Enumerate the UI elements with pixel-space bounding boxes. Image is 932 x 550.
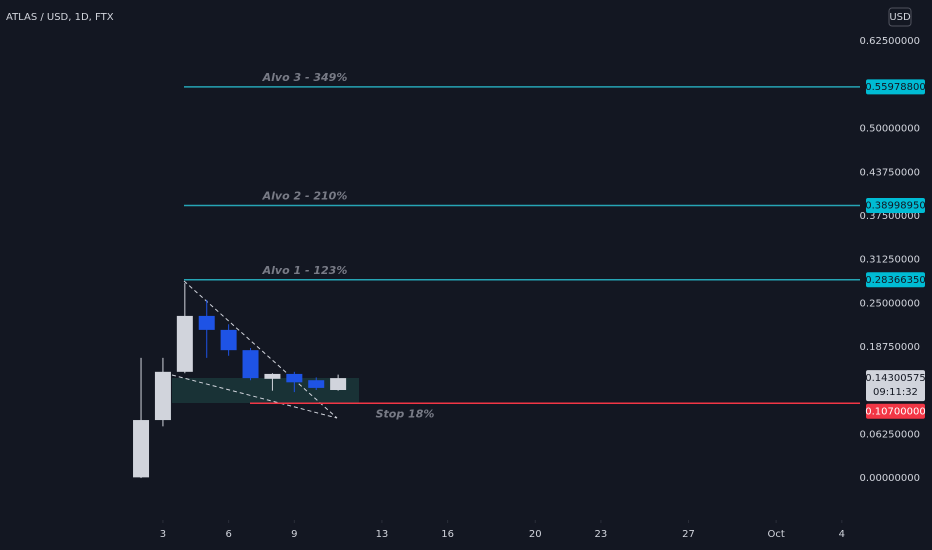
- level-label: Alvo 2 - 210%: [262, 189, 348, 202]
- y-tick-label: 0.18750000: [860, 342, 920, 353]
- price-tag: [866, 79, 925, 95]
- y-tick-label: 0.25000000: [860, 298, 920, 309]
- candle-body: [198, 315, 215, 330]
- level-label: Alvo 3 - 349%: [262, 71, 348, 84]
- y-tick-label: 0.43750000: [860, 167, 920, 178]
- x-tick-label: 13: [376, 529, 389, 540]
- currency[interactable]: USD: [889, 12, 911, 23]
- candle-body: [330, 378, 347, 390]
- y-tick-label: 0.62500000: [860, 36, 920, 47]
- level-label: Stop 18%: [376, 407, 435, 420]
- x-tick-label: 23: [595, 529, 608, 540]
- x-tick-label: 20: [529, 529, 542, 540]
- price-tag-label: 0.55978800: [865, 82, 925, 93]
- y-tick-label: 0.06250000: [860, 429, 920, 440]
- price-tag: [866, 403, 925, 419]
- x-tick-label: 27: [682, 529, 695, 540]
- x-tick-label: 6: [225, 529, 231, 540]
- price-tag-label: 0.28366350: [865, 275, 925, 286]
- candle-body: [242, 350, 259, 379]
- last-price-tag: [866, 370, 925, 402]
- level-label: Alvo 1 - 123%: [262, 264, 348, 277]
- candle-body: [264, 373, 281, 379]
- price-tag-label: 0.38998950: [865, 200, 925, 211]
- last-price: 0.14300575: [865, 373, 925, 384]
- candle-body: [286, 373, 303, 383]
- x-tick-label: Oct: [767, 529, 784, 540]
- y-tick-label: 0.31250000: [860, 255, 920, 266]
- candle-body: [176, 315, 193, 372]
- price-tag: [866, 197, 925, 213]
- trend-line: [183, 280, 338, 419]
- trend-line: [171, 374, 338, 419]
- x-tick-label: 4: [839, 529, 845, 540]
- price-tag: [866, 272, 925, 288]
- x-tick-label: 9: [291, 529, 297, 540]
- x-tick-label: 3: [160, 529, 166, 540]
- countdown: 09:11:32: [873, 387, 918, 398]
- candle-body: [308, 380, 325, 388]
- y-tick-label: 0.37500000: [860, 211, 920, 222]
- currency-box[interactable]: [888, 7, 912, 27]
- candle-body: [220, 329, 237, 351]
- y-tick-label: 0.00000000: [860, 473, 920, 484]
- y-tick-label: 0.50000000: [860, 124, 920, 135]
- candle-body: [133, 420, 150, 478]
- x-tick-label: 16: [441, 529, 454, 540]
- price-tag-label: 0.10700000: [865, 406, 925, 417]
- zone: [172, 378, 359, 403]
- candle-body: [154, 371, 171, 421]
- chart-title: ATLAS / USD, 1D, FTX: [6, 12, 114, 23]
